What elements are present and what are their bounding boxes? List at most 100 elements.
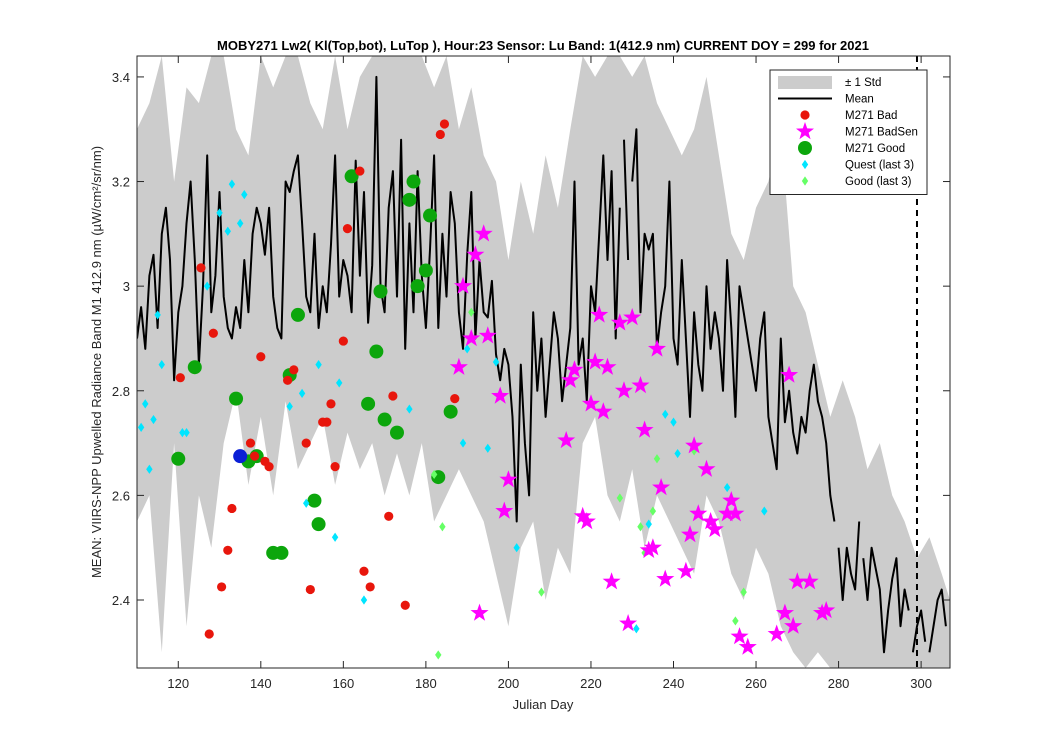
x-tick-label: 260 — [745, 676, 767, 691]
legend-item: ± 1 Std — [778, 76, 881, 89]
x-axis-label: Julian Day — [513, 697, 574, 712]
data-point — [474, 224, 493, 242]
data-point — [495, 501, 514, 519]
series-current-doy — [233, 449, 248, 464]
data-point — [342, 224, 353, 234]
data-point — [187, 360, 202, 375]
data-point — [468, 307, 475, 317]
data-point — [303, 498, 310, 508]
data-point — [462, 329, 481, 347]
data-point — [336, 378, 343, 388]
data-point — [359, 566, 369, 576]
data-point — [722, 491, 741, 509]
data-point — [217, 582, 227, 592]
series-m271-bad — [175, 119, 460, 639]
data-point — [311, 517, 326, 532]
data-point — [499, 470, 518, 488]
data-point — [633, 624, 640, 634]
data-point — [631, 376, 650, 394]
data-point — [418, 263, 433, 278]
data-point — [344, 169, 359, 184]
data-point — [478, 326, 497, 344]
data-point — [730, 627, 749, 645]
data-point — [635, 420, 654, 438]
data-point — [430, 469, 438, 480]
data-point — [639, 540, 658, 558]
legend-label: M271 BadSen — [845, 127, 918, 139]
data-point — [224, 226, 231, 236]
legend-swatch — [800, 110, 810, 120]
legend-item: M271 Bad — [800, 110, 897, 122]
data-point — [361, 396, 376, 411]
y-tick-label: 3.4 — [112, 70, 130, 85]
data-point — [761, 506, 768, 516]
legend-swatch — [801, 176, 809, 186]
data-point — [723, 482, 731, 493]
data-point — [274, 545, 289, 560]
data-point — [726, 504, 745, 522]
data-point — [470, 603, 489, 621]
data-point — [590, 305, 609, 323]
data-point — [236, 218, 244, 228]
x-tick-label: 200 — [498, 676, 520, 691]
mean-line — [137, 75, 947, 654]
data-point — [780, 365, 799, 383]
data-point — [594, 402, 613, 420]
data-point — [256, 352, 266, 362]
data-point — [738, 637, 757, 655]
data-point — [289, 365, 299, 375]
data-point — [331, 532, 339, 542]
data-point — [674, 448, 681, 459]
x-tick-label: 120 — [167, 676, 189, 691]
data-point — [705, 519, 724, 538]
legend-label: M271 Good — [845, 143, 905, 155]
data-point — [685, 436, 704, 454]
data-point — [245, 438, 256, 448]
y-tick-label: 2.4 — [112, 593, 130, 608]
data-point — [645, 519, 652, 529]
data-point — [439, 522, 446, 532]
data-point — [227, 503, 237, 514]
data-point — [581, 394, 600, 412]
data-point — [196, 263, 206, 273]
data-point — [561, 370, 580, 388]
data-point — [142, 399, 149, 409]
data-point — [775, 603, 794, 621]
data-point — [171, 451, 186, 466]
y-axis: 2.4 2.6 2.8 3 3.2 3.4 — [112, 70, 950, 608]
data-point — [228, 179, 236, 189]
data-point — [623, 308, 642, 326]
legend-swatch — [778, 76, 832, 89]
y-tick-label: 2.8 — [112, 384, 130, 399]
legend-label: ± 1 Std — [845, 77, 881, 89]
data-point — [435, 129, 445, 140]
data-point — [732, 616, 739, 626]
x-tick-label: 160 — [332, 676, 354, 691]
data-point — [653, 454, 661, 464]
data-point — [179, 428, 186, 438]
y-tick-label: 3.2 — [112, 175, 130, 190]
y-axis-label: MEAN: VIIRS-NPP Upwelled Radiance Band M… — [89, 146, 104, 578]
data-point — [298, 388, 306, 398]
legend-swatch — [801, 159, 809, 170]
legend-swatch — [798, 141, 812, 155]
x-tick-label: 180 — [415, 676, 437, 691]
data-point — [689, 504, 708, 522]
y-tick-label: 3 — [123, 279, 130, 294]
data-point — [146, 464, 153, 474]
data-point — [322, 417, 332, 427]
data-point — [656, 569, 675, 587]
data-point — [681, 525, 699, 543]
data-point — [492, 357, 500, 367]
data-point — [150, 414, 157, 425]
data-point — [740, 587, 747, 597]
data-point — [388, 391, 398, 401]
data-point — [286, 401, 293, 412]
data-point — [602, 572, 621, 590]
legend-box — [769, 69, 928, 195]
data-point — [264, 462, 274, 472]
data-point — [406, 404, 413, 414]
x-axis: 120 140 160 180 200 220 240 260 280 300 — [167, 56, 932, 691]
data-point — [369, 344, 384, 359]
data-point — [183, 428, 190, 438]
